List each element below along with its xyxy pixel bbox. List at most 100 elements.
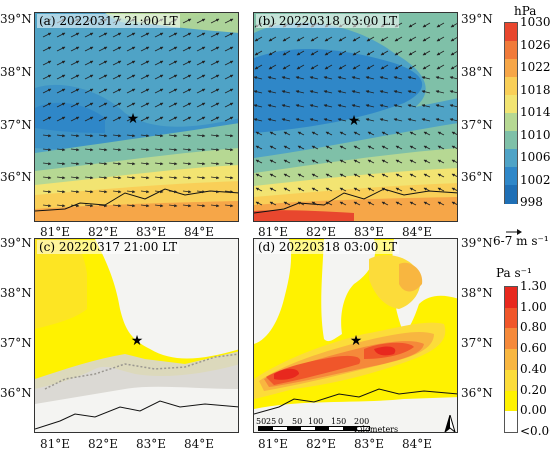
wind-vector [352,64,361,70]
wind-vector [325,201,333,206]
wind-vector [267,104,277,108]
wind-vector [254,64,263,70]
wind-vector [168,162,178,166]
colorbar-label: 1022 [520,60,550,74]
scale-tick: 25 [266,417,277,426]
wind-vector [283,187,291,192]
wind-vector [365,104,375,108]
colorbar-label: 0.20 [520,382,547,397]
wind-vector [435,76,445,80]
panel-d-vertical-velocity-map: ★ (d) 20220318 03:00 LT 50 25 0 50 100 1… [253,238,458,433]
wind-vector [269,201,277,206]
wind-vector [268,64,277,70]
colorbar-label: 1030 [520,15,550,29]
wind-vector [196,88,206,94]
wind-vector [182,190,192,194]
wind-vector [437,159,445,164]
wind-vector [255,187,263,192]
wind-vector [154,32,164,38]
wind-vector [295,104,305,108]
wind-vector [395,187,403,192]
lon-tick: 82°E [306,225,337,239]
wind-vector [436,50,445,56]
wind-vector [140,46,150,52]
lat-tick: 39°N [461,12,493,26]
colorbar-segment [505,149,517,168]
wind-vector [324,36,333,42]
wind-vector [42,190,52,194]
wind-vector [450,37,457,42]
wind-vector [70,102,80,108]
wind-vector [409,159,417,164]
wind-vector [394,50,403,56]
wind-vector [281,76,291,80]
panel-c-map-canvas: ★ [35,239,238,432]
wind-vector [395,145,403,150]
wind-vector [84,102,94,108]
wind-vector [56,190,66,194]
wind-vector [394,36,403,42]
wind-vector [154,134,164,138]
wind-vector [339,173,347,178]
wind-vector [210,148,220,152]
wind-vector [381,187,389,192]
panel-a-map-canvas: ★ [35,13,238,221]
wind-vector [268,36,277,42]
wind-vector [154,60,164,66]
pressure-colorbar-unit: hPa [514,4,537,18]
wind-vector [311,145,319,150]
wind-vector [255,159,263,164]
lon-tick: 81°E [40,437,71,451]
wind-vector [408,50,417,56]
wind-vector [224,190,234,194]
wind-vector [267,118,277,122]
wind-vector [196,18,206,24]
wind-vector [338,50,347,56]
wind-vector [70,46,80,52]
wind-vector [409,201,417,206]
wind-vector [435,90,445,94]
lon-tick: 84°E [402,437,433,451]
colorbar-segment [505,131,517,150]
wind-vector [269,159,277,164]
wind-vector [450,65,457,70]
wind-vector [210,74,220,80]
wind-vector [408,22,417,28]
wind-vector [154,148,164,152]
wind-vector [423,131,431,136]
wind-vector [154,88,164,94]
wind-vector [437,173,445,178]
wind-vector [437,145,445,150]
wind-vector [42,148,52,152]
wind-vector [409,187,417,192]
wind-vector [337,76,347,80]
wind-vector [337,104,347,108]
wind-vector [210,116,220,122]
wind-vector [70,32,80,38]
lat-tick: 38°N [0,286,32,300]
wind-vector [380,36,389,42]
wind-vector [339,131,347,136]
wind-vector [351,90,361,94]
wind-vector [449,76,457,80]
lat-tick: 36°N [461,170,493,184]
wind-vector [283,131,291,136]
wind-vector [393,76,403,80]
wind-vector [423,187,431,192]
wind-vector [112,88,122,94]
wind-vector [154,102,164,108]
wind-vector [126,176,136,180]
colorbar-label: 1006 [520,150,550,164]
wind-vector [182,204,192,208]
wind-reference-arrow-icon [504,222,524,235]
colorbar-label: 0.40 [520,361,547,376]
wind-vector [338,64,347,70]
wind-vector [210,102,220,108]
wind-vector [395,173,403,178]
wind-vector [140,134,150,138]
lon-tick: 82°E [88,437,119,451]
wind-vector [224,176,234,180]
wind-vector [56,74,66,80]
wind-vector [182,176,192,180]
wind-vector [281,104,291,108]
